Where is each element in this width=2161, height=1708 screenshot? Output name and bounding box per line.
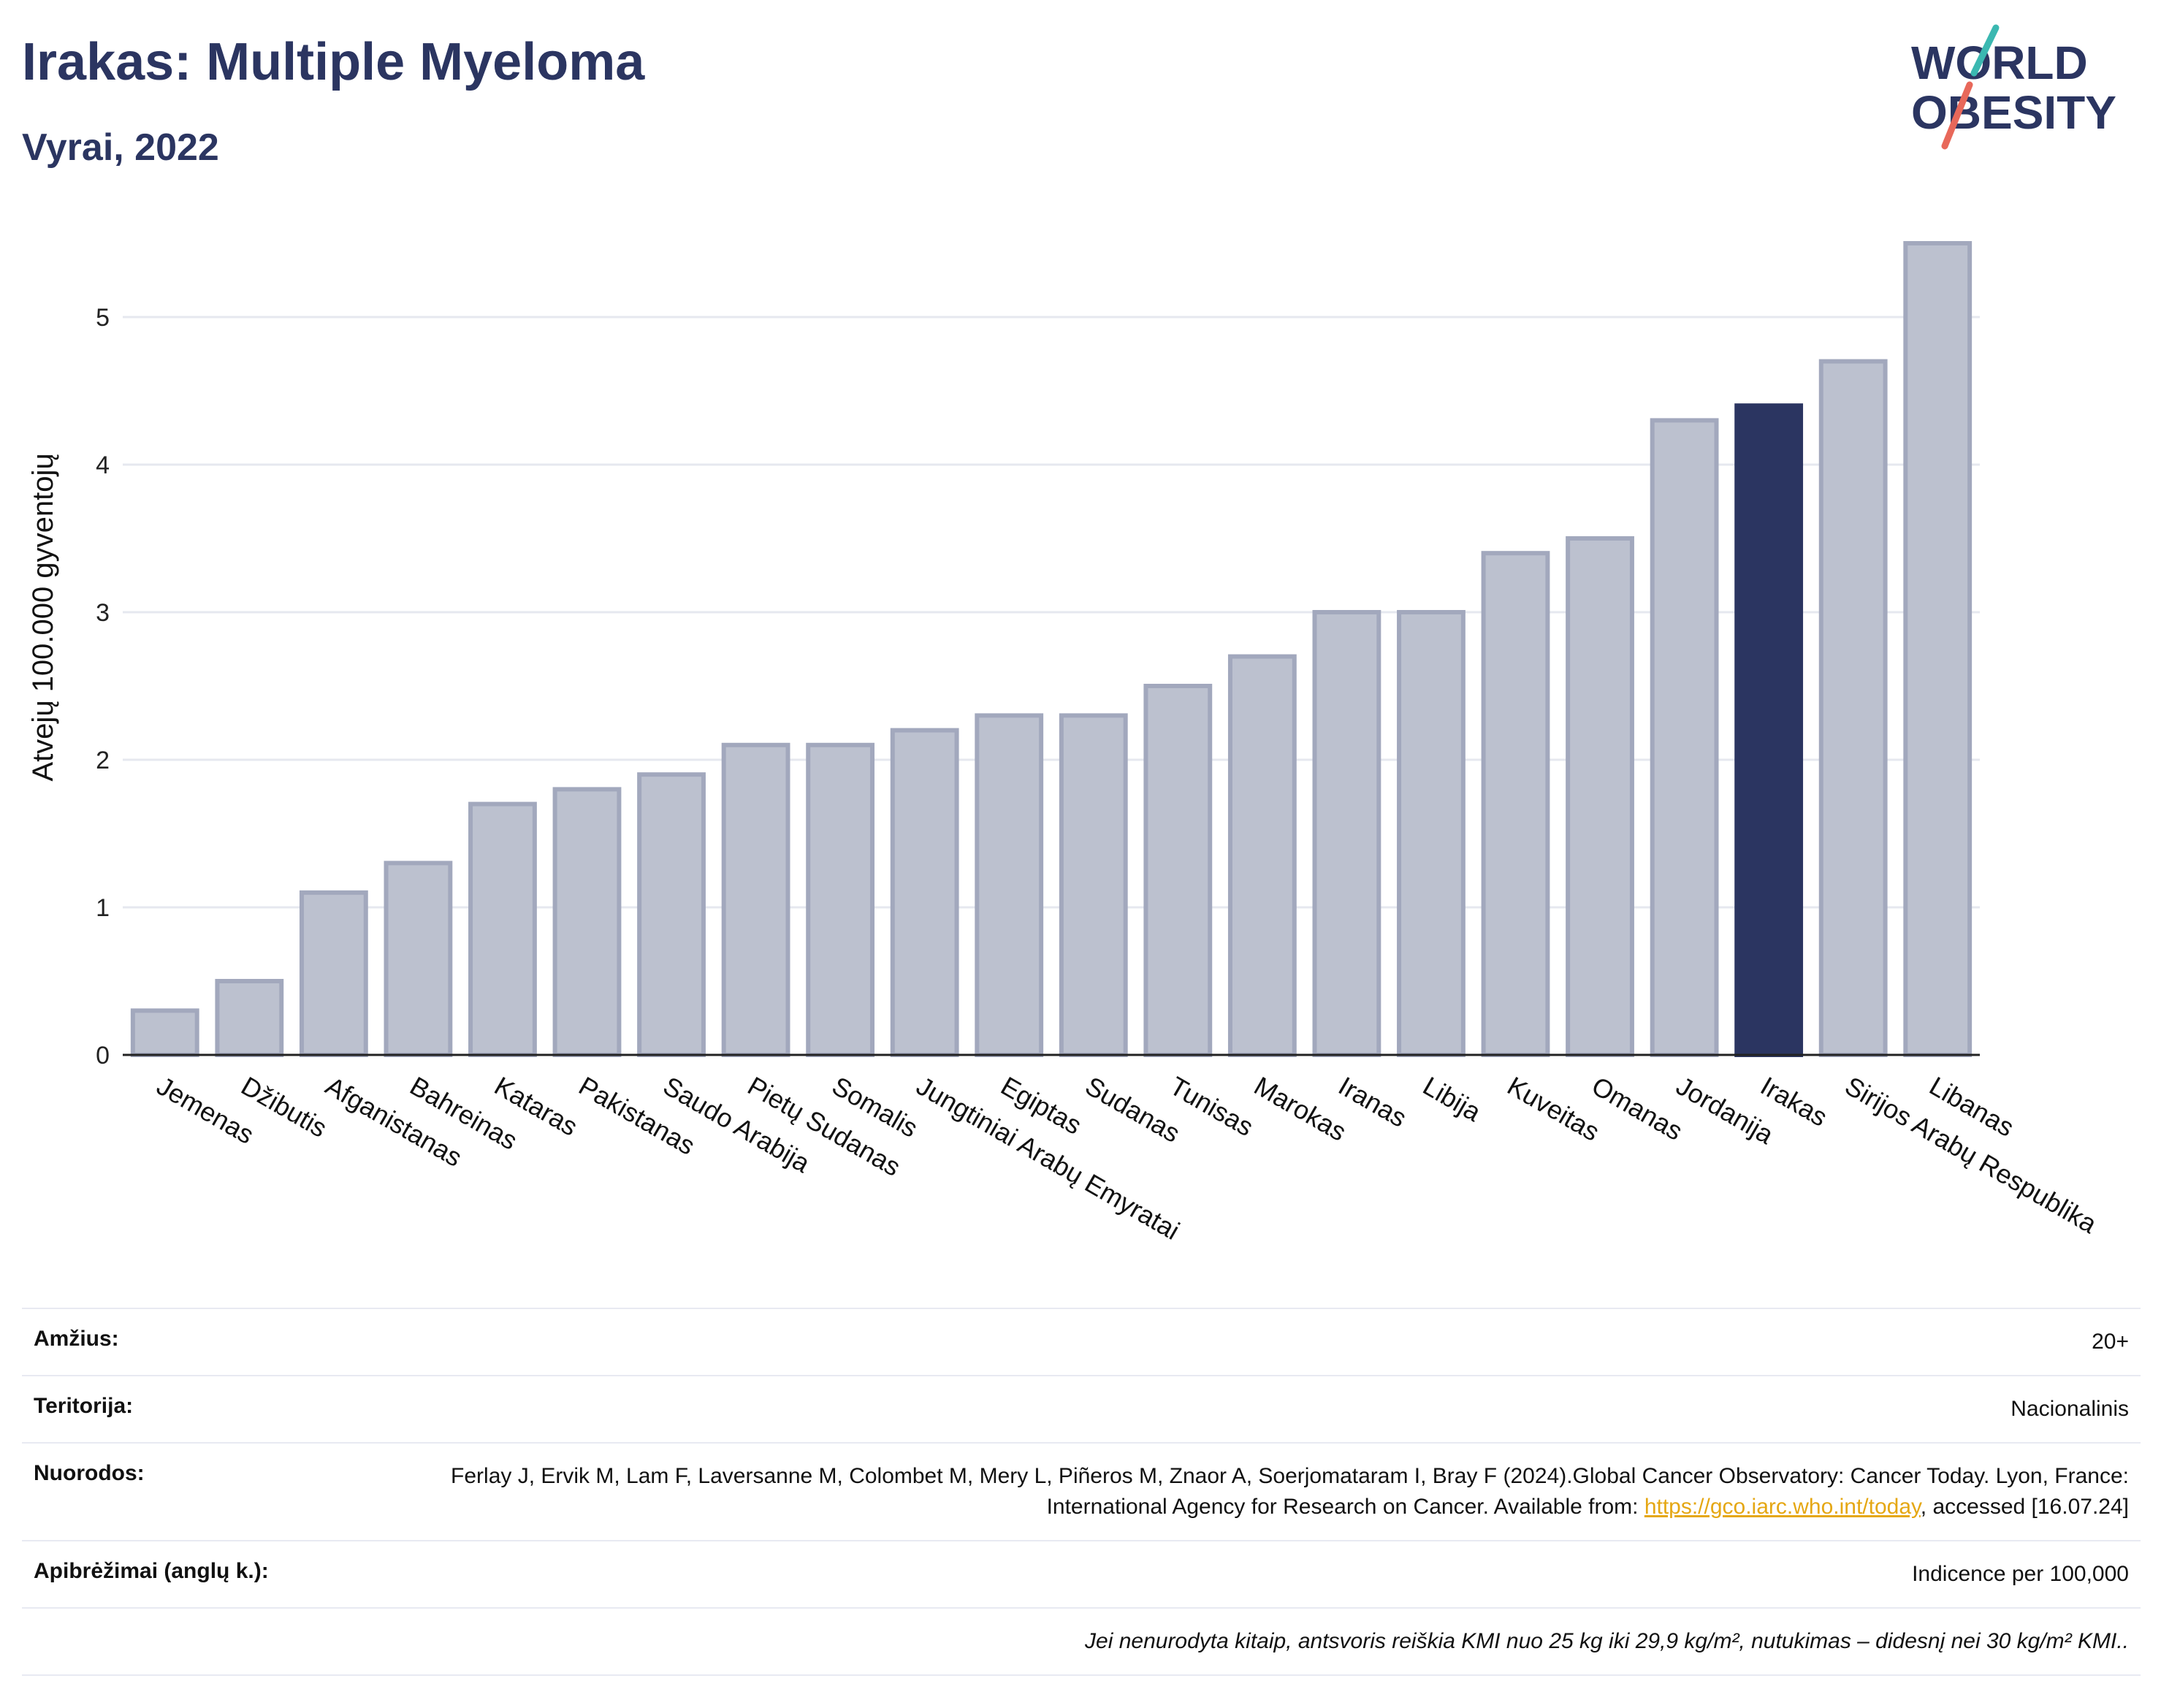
bar-jemenas: [130, 1008, 199, 1058]
x-tick-label: Omanas: [1587, 1070, 1688, 1146]
bar-somalis: [806, 742, 875, 1057]
bar-jordanija: [1650, 418, 1719, 1057]
bar-egiptas: [975, 713, 1044, 1058]
logo-line2: OBESITY: [1911, 86, 2116, 139]
y-axis-title: Atvejų 100.000 gyventojų: [27, 453, 59, 781]
references-value: Ferlay J, Ervik M, Lam F, Laversanne M, …: [449, 1461, 2129, 1522]
bar-marokas: [1227, 654, 1297, 1057]
x-tick-label: Jemenas: [152, 1070, 259, 1150]
page-title: Irakas: Multiple Myeloma: [22, 33, 645, 91]
bar-chart: 0 1 2 3 4 5 JemenasDžibutisAfganistanasBahrei…: [27, 241, 2103, 1246]
references-label: Nuorodos:: [34, 1461, 145, 1485]
y-tick-label: 4: [96, 451, 110, 479]
logo-slash-bottom: [1941, 81, 1973, 150]
y-tick-label: 3: [96, 599, 110, 627]
references-link[interactable]: https://gco.iarc.who.int/today: [1644, 1495, 1921, 1519]
territory-label: Teritorija:: [34, 1394, 134, 1418]
info-row-references: Nuorodos: Ferlay J, Ervik M, Lam F, Lave…: [22, 1442, 2141, 1540]
bar-sudanas: [1059, 713, 1128, 1058]
y-tick-label: 2: [96, 747, 110, 774]
y-tick-label: 1: [96, 894, 110, 922]
y-axis-ticks: 0 1 2 3 4 5: [96, 304, 110, 1070]
bars: [130, 241, 1973, 1058]
bar-kataras: [468, 801, 537, 1057]
bar-irakas: [1734, 403, 1804, 1057]
age-value: 20+: [2092, 1330, 2129, 1354]
logo-line1: WORLD: [1911, 37, 2088, 89]
bar-omanas: [1566, 536, 1634, 1057]
bar-pietų-sudanas: [721, 742, 790, 1057]
bar-bahreinas: [384, 861, 453, 1058]
bmi-note: Jei nenurodyta kitaip, antsvoris reiškia…: [1085, 1629, 2129, 1653]
x-tick-label: Marokas: [1249, 1070, 1352, 1147]
info-row-definitions: Apibrėžimai (anglų k.): Indicence per 10…: [22, 1540, 2141, 1607]
references-text: Ferlay J, Ervik M, Lam F, Laversanne M, …: [451, 1464, 2129, 1519]
x-tick-label: Libija: [1418, 1070, 1487, 1127]
x-axis-ticks: JemenasDžibutisAfganistanasBahreinasKata…: [152, 1070, 2103, 1246]
definitions-value: Indicence per 100,000: [1912, 1562, 2129, 1586]
bar-jungtiniai-arabų-emyratai: [890, 728, 959, 1057]
page-subtitle: Vyrai, 2022: [22, 126, 219, 169]
x-tick-label: Kuveitas: [1503, 1070, 1605, 1147]
references-accessed: , accessed [16.07.24]: [1920, 1495, 2129, 1519]
bar-saudo-arabija: [637, 772, 706, 1057]
definitions-label: Apibrėžimai (anglų k.):: [34, 1559, 269, 1583]
bar-tunisas: [1143, 684, 1213, 1057]
info-table: Amžius: 20+ Teritorija: Nacionalinis Nuo…: [22, 1308, 2141, 1676]
bar-pakistanas: [552, 787, 622, 1058]
bar-iranas: [1312, 610, 1381, 1057]
bar-libanas: [1903, 241, 1973, 1057]
age-label: Amžius:: [34, 1327, 119, 1351]
info-row-note: Jei nenurodyta kitaip, antsvoris reiškia…: [22, 1607, 2141, 1676]
bar-libija: [1397, 610, 1466, 1057]
world-obesity-logo: WORLD OBESITY: [1911, 24, 2116, 150]
territory-value: Nacionalinis: [2011, 1397, 2129, 1421]
bar-kuveitas: [1481, 551, 1550, 1057]
bar-džibutis: [215, 979, 284, 1057]
info-row-age: Amžius: 20+: [22, 1308, 2141, 1375]
info-row-territory: Teritorija: Nacionalinis: [22, 1375, 2141, 1442]
bar-afganistanas: [299, 890, 368, 1058]
logo-slash-top: [1970, 24, 2000, 77]
y-tick-label: 0: [96, 1042, 110, 1070]
bar-sirijos-arabų-respublika: [1818, 359, 1888, 1058]
y-tick-label: 5: [96, 304, 110, 332]
x-tick-label: Sudanas: [1080, 1070, 1186, 1148]
